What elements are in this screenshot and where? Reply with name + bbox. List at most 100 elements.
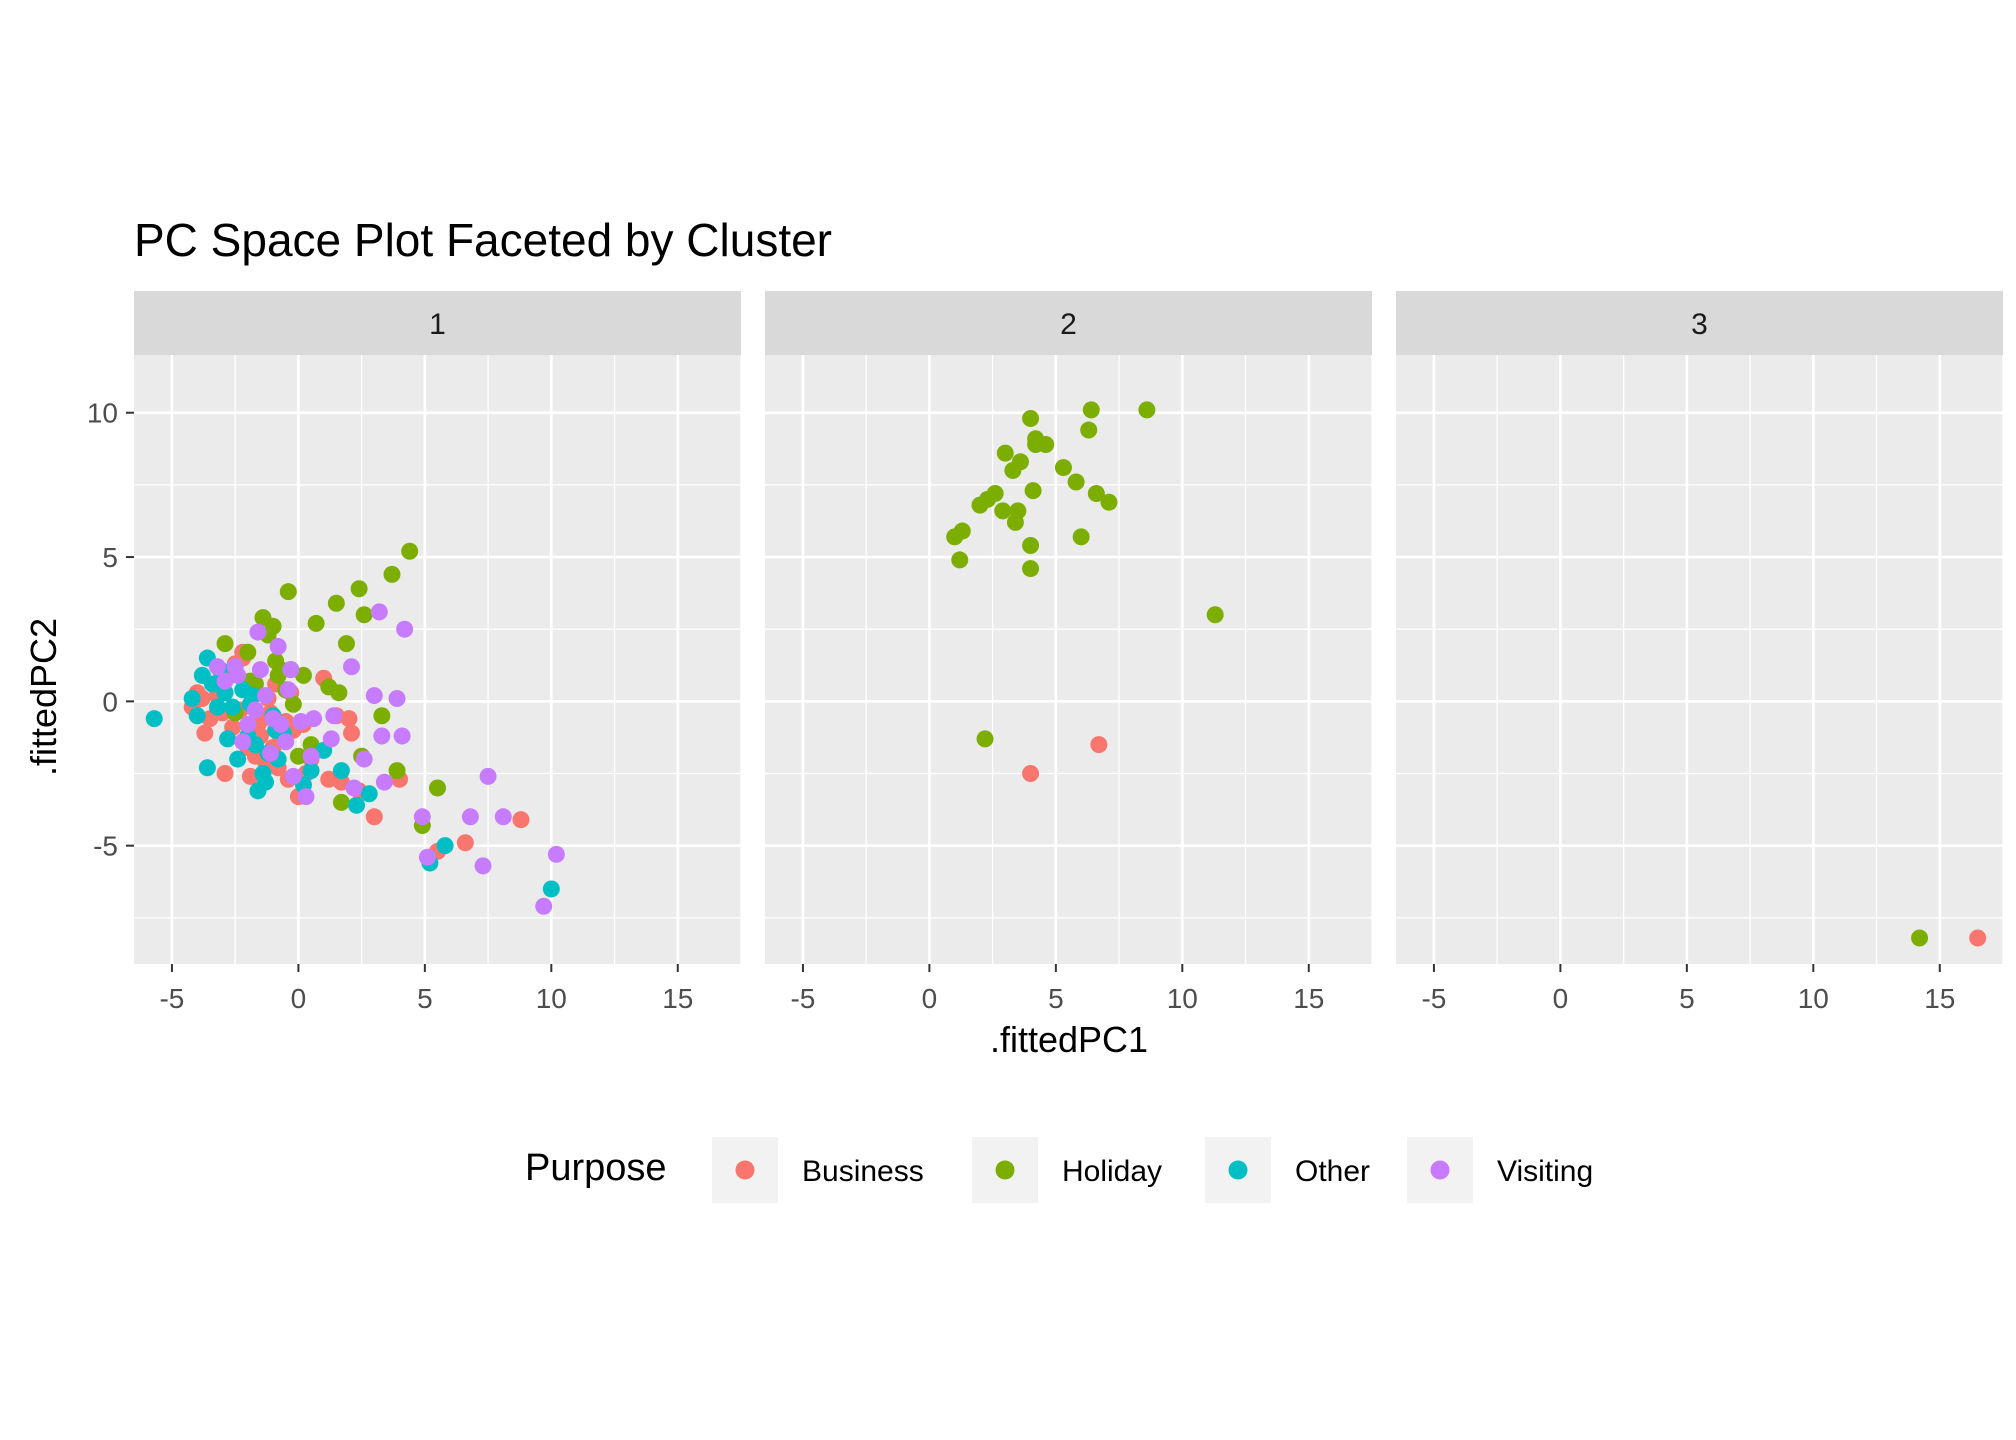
series-holiday xyxy=(946,401,1224,748)
data-point-holiday xyxy=(1100,493,1118,511)
legend-item-other: Other xyxy=(1205,1137,1370,1203)
data-point-business xyxy=(340,710,358,728)
data-point-visiting xyxy=(292,713,310,731)
data-point-visiting xyxy=(322,730,340,748)
data-point-holiday xyxy=(429,779,446,797)
data-point-visiting xyxy=(216,672,234,690)
facet-strip xyxy=(134,291,741,355)
legend-item-visiting: Visiting xyxy=(1407,1137,1593,1203)
panel-background xyxy=(765,355,1372,964)
x-tick-label: 15 xyxy=(1293,983,1324,1014)
panel-background xyxy=(1396,355,2003,964)
data-point-visiting xyxy=(229,666,247,684)
series-holiday xyxy=(1911,929,1929,947)
data-point-holiday xyxy=(1022,409,1040,427)
data-point-visiting xyxy=(373,727,391,745)
legend-key-holiday xyxy=(995,1160,1015,1180)
data-point-other xyxy=(224,698,242,716)
data-point-holiday xyxy=(1009,502,1027,520)
y-axis: -5 0 5 10 xyxy=(87,398,134,862)
data-point-holiday xyxy=(1080,421,1098,439)
facet-panels: 1 -5 0 5 10 15 2 -5 0 5 10 15 3 -5 0 5 10 15 xyxy=(134,291,2004,1014)
data-point-visiting xyxy=(262,744,280,762)
y-tick-label: 5 xyxy=(102,542,118,573)
data-point-visiting xyxy=(297,788,315,806)
x-tick-label: 0 xyxy=(291,983,307,1014)
data-point-holiday xyxy=(264,617,282,635)
data-point-holiday xyxy=(1911,929,1929,947)
legend-label-holiday: Holiday xyxy=(1062,1155,1162,1188)
data-point-holiday xyxy=(1022,536,1040,554)
data-point-business xyxy=(456,834,474,852)
data-point-visiting xyxy=(251,661,269,679)
data-point-other xyxy=(229,750,247,768)
data-point-visiting xyxy=(547,845,565,863)
data-point-visiting xyxy=(413,808,431,826)
data-point-visiting xyxy=(208,658,226,676)
data-point-holiday xyxy=(269,666,287,684)
x-tick-label: 10 xyxy=(1798,983,1829,1014)
legend-key-visiting xyxy=(1430,1160,1450,1180)
x-axis-title: .fittedPC1 xyxy=(990,1019,1148,1060)
data-point-visiting xyxy=(284,767,302,785)
data-point-visiting xyxy=(269,638,287,656)
data-point-visiting xyxy=(494,808,512,826)
data-point-visiting xyxy=(396,620,414,638)
data-point-holiday xyxy=(383,565,401,583)
data-point-other xyxy=(145,710,163,728)
data-point-visiting xyxy=(249,623,267,641)
data-point-holiday xyxy=(373,707,391,725)
x-tick-label: -5 xyxy=(790,983,815,1014)
data-point-business xyxy=(216,765,234,783)
data-point-visiting xyxy=(234,733,252,751)
legend-label-business: Business xyxy=(802,1155,924,1188)
data-point-holiday xyxy=(284,695,302,713)
legend-label-other: Other xyxy=(1295,1155,1370,1188)
data-point-visiting xyxy=(343,658,361,676)
data-point-holiday xyxy=(953,522,971,540)
series-business xyxy=(1969,929,1987,947)
data-point-holiday xyxy=(216,635,234,653)
data-point-visiting xyxy=(418,848,436,866)
data-point-visiting xyxy=(272,715,290,733)
data-point-holiday xyxy=(996,444,1014,462)
data-point-visiting xyxy=(305,710,323,728)
data-point-business xyxy=(1969,929,1987,947)
data-point-holiday xyxy=(355,606,373,624)
y-tick-label: -5 xyxy=(93,831,118,862)
data-point-other xyxy=(203,675,221,693)
data-point-visiting xyxy=(302,747,320,765)
data-point-visiting xyxy=(279,681,297,699)
data-point-other xyxy=(257,773,275,791)
data-point-business xyxy=(512,811,530,829)
facet-panel-3: 3 -5 0 5 10 15 xyxy=(1396,291,2004,1014)
data-point-visiting xyxy=(461,808,479,826)
data-point-business xyxy=(1022,765,1040,783)
facet-strip xyxy=(1396,291,2003,355)
data-point-holiday xyxy=(330,684,348,702)
x-tick-label: -5 xyxy=(1421,983,1446,1014)
data-point-visiting xyxy=(246,701,264,719)
data-point-holiday xyxy=(1206,606,1224,624)
data-point-holiday xyxy=(1067,473,1085,491)
data-point-holiday xyxy=(289,747,307,765)
legend-label-visiting: Visiting xyxy=(1497,1155,1593,1188)
x-tick-label: 0 xyxy=(922,983,938,1014)
data-point-holiday xyxy=(307,614,325,632)
data-point-holiday xyxy=(327,594,345,612)
data-point-other xyxy=(244,687,262,705)
legend-key-business xyxy=(735,1160,755,1180)
data-point-other xyxy=(360,785,378,803)
data-point-visiting xyxy=(370,603,388,621)
data-point-holiday xyxy=(1072,528,1090,546)
data-point-business xyxy=(320,770,338,788)
data-point-holiday xyxy=(239,643,257,661)
data-point-holiday xyxy=(401,542,419,560)
data-point-other xyxy=(219,730,237,748)
data-point-business xyxy=(343,724,361,742)
data-point-holiday xyxy=(976,730,994,748)
facet-strip xyxy=(765,291,1372,355)
data-point-holiday xyxy=(294,666,312,684)
data-point-visiting xyxy=(535,897,553,915)
data-point-other xyxy=(348,796,366,814)
